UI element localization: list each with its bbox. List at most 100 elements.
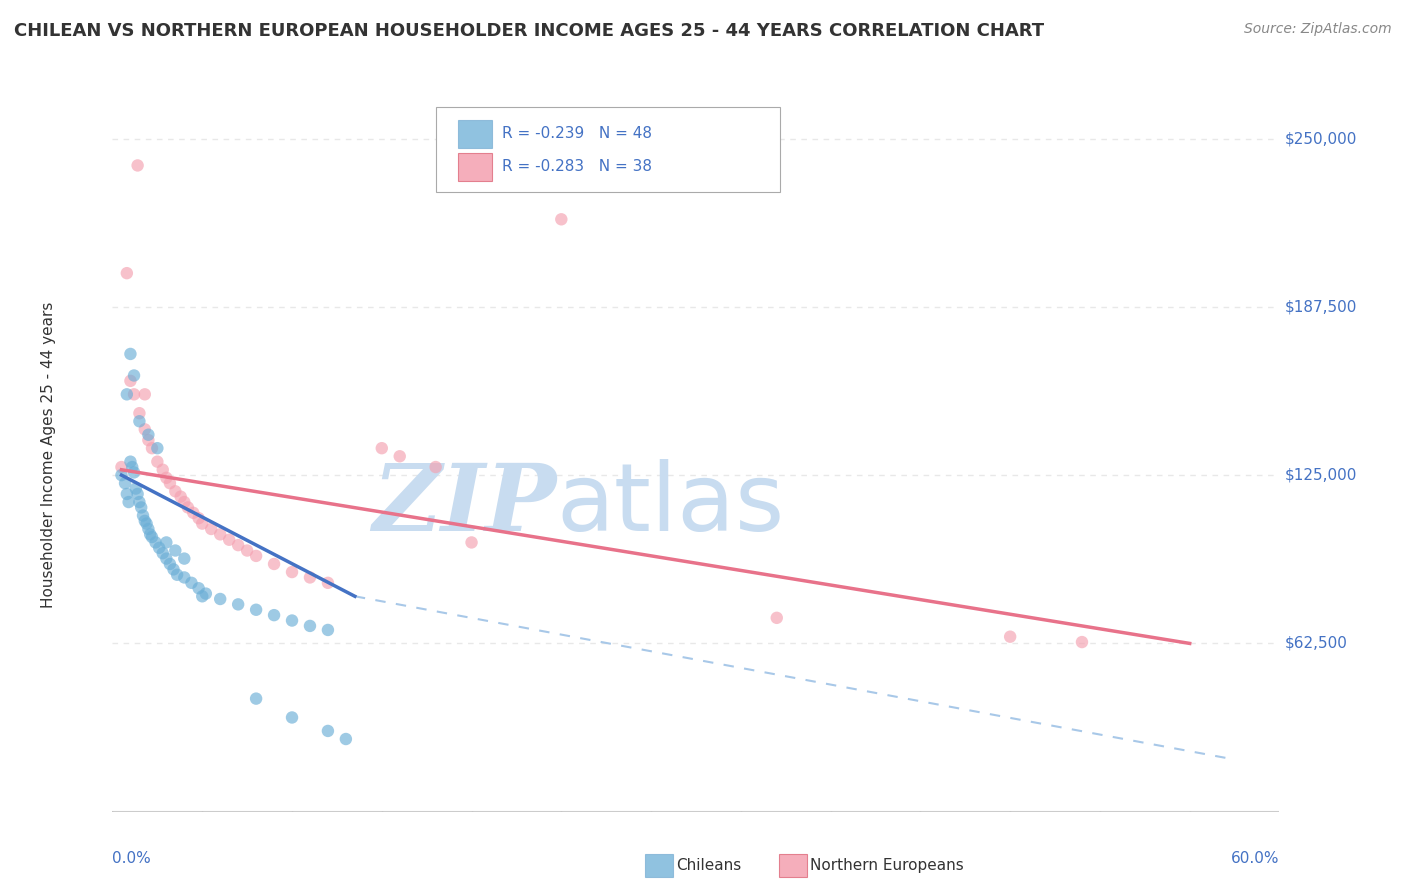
Text: Source: ZipAtlas.com: Source: ZipAtlas.com [1244,22,1392,37]
Point [765,611,787,625]
Point [281,565,304,579]
Point [152,463,174,477]
Point [165,543,187,558]
Point [138,522,160,536]
Point [134,422,156,436]
Point [159,476,181,491]
Point [120,374,142,388]
Text: R = -0.239   N = 48: R = -0.239 N = 48 [502,127,652,141]
Point [173,495,195,509]
Text: atlas: atlas [555,458,785,551]
Point [155,535,177,549]
Point [122,368,145,383]
Text: $125,000: $125,000 [1285,467,1357,483]
Point [209,527,232,541]
Point [173,551,195,566]
Point [226,538,249,552]
Point [371,441,394,455]
Point [187,511,209,525]
Point [425,460,447,475]
Text: 0.0%: 0.0% [112,851,152,866]
Point [128,414,150,428]
Text: CHILEAN VS NORTHERN EUROPEAN HOUSEHOLDER INCOME AGES 25 - 44 YEARS CORRELATION C: CHILEAN VS NORTHERN EUROPEAN HOUSEHOLDER… [14,22,1045,40]
Point [162,562,184,576]
Point [114,476,136,491]
Point [122,387,145,401]
Point [121,460,143,475]
Point [120,455,142,469]
Text: $250,000: $250,000 [1285,131,1357,146]
Point [1071,635,1094,649]
Point [209,592,232,607]
Text: ZIP: ZIP [371,460,555,549]
Point [110,468,132,483]
Point [180,575,202,590]
Point [155,551,177,566]
Point [155,471,177,485]
Point [128,406,150,420]
Text: Householder Income Ages 25 - 44 years: Householder Income Ages 25 - 44 years [41,301,56,608]
Point [117,495,139,509]
Point [298,619,321,633]
Text: R = -0.283   N = 38: R = -0.283 N = 38 [502,160,652,174]
Point [191,589,214,603]
Text: Chileans: Chileans [676,858,741,872]
Point [316,575,339,590]
Point [141,530,163,544]
Point [181,506,204,520]
Point [159,557,181,571]
Point [998,630,1021,644]
Point [298,570,321,584]
Point [138,433,160,447]
Point [187,581,209,595]
Point [115,487,138,501]
Point [245,603,267,617]
Text: 60.0%: 60.0% [1232,851,1279,866]
Point [550,212,572,227]
Point [146,455,169,469]
Point [236,543,259,558]
Point [148,541,170,555]
Point [281,614,304,628]
Point [127,487,149,501]
Text: $187,500: $187,500 [1285,300,1357,314]
Point [316,723,339,738]
Point [132,508,155,523]
Point [165,484,187,499]
Point [128,495,150,509]
Point [141,441,163,455]
Point [460,535,482,549]
Text: $62,500: $62,500 [1285,636,1348,651]
Point [115,387,138,401]
Point [146,441,169,455]
Point [139,527,162,541]
Point [115,266,138,280]
Point [125,482,148,496]
Point [191,516,214,531]
Point [316,623,339,637]
Point [200,522,222,536]
Point [166,567,188,582]
Point [245,549,267,563]
Point [226,598,249,612]
Point [194,586,217,600]
Point [127,158,149,172]
Point [335,731,357,746]
Point [218,533,240,547]
Point [145,535,167,549]
Point [170,490,193,504]
Point [263,557,285,571]
Point [120,347,142,361]
Point [135,516,157,531]
Point [281,710,304,724]
Point [263,608,285,623]
Point [138,427,160,442]
Text: Northern Europeans: Northern Europeans [810,858,963,872]
Point [110,460,132,475]
Point [129,500,152,515]
Point [122,466,145,480]
Point [388,450,411,464]
Point [134,387,156,401]
Point [177,500,200,515]
Point [173,570,195,584]
